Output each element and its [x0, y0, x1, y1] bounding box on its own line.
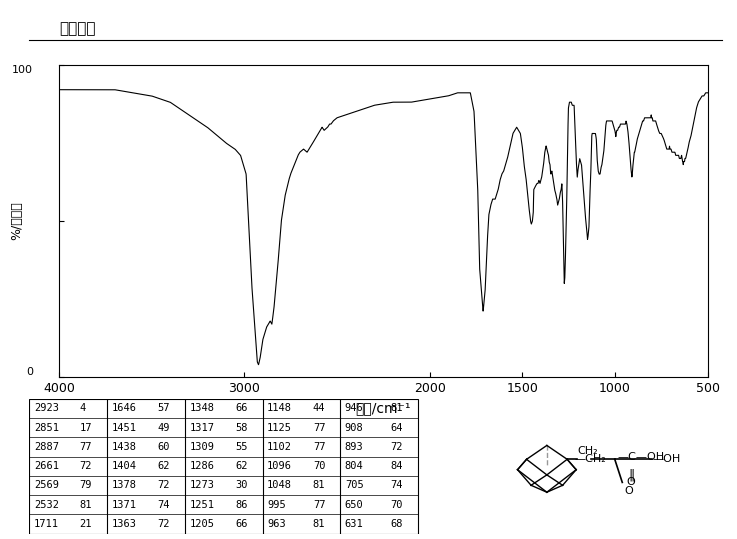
- Text: ‖: ‖: [628, 468, 634, 481]
- Text: 631: 631: [345, 519, 363, 529]
- Text: 49: 49: [158, 423, 170, 433]
- Bar: [29, 399, 418, 534]
- Text: 650: 650: [345, 500, 363, 510]
- Text: 804: 804: [345, 461, 363, 471]
- Text: 72: 72: [80, 461, 92, 471]
- Text: 70: 70: [312, 461, 325, 471]
- X-axis label: 波数/cm⁻¹: 波数/cm⁻¹: [355, 400, 411, 414]
- Text: 1205: 1205: [189, 519, 214, 529]
- Text: 963: 963: [267, 519, 286, 529]
- Text: 66: 66: [235, 404, 248, 413]
- Text: 995: 995: [267, 500, 286, 510]
- Text: 77: 77: [80, 442, 92, 452]
- Text: 1102: 1102: [267, 442, 292, 452]
- Text: 81: 81: [80, 500, 92, 510]
- Text: O: O: [625, 486, 634, 496]
- Text: 77: 77: [312, 500, 325, 510]
- Text: 1273: 1273: [189, 480, 214, 490]
- Text: 74: 74: [391, 480, 403, 490]
- Text: 1148: 1148: [267, 404, 292, 413]
- Text: 81: 81: [391, 404, 403, 413]
- Text: 1096: 1096: [267, 461, 292, 471]
- Text: 70: 70: [391, 500, 403, 510]
- Text: 1438: 1438: [112, 442, 137, 452]
- Text: 0: 0: [26, 367, 33, 377]
- Text: 1309: 1309: [189, 442, 214, 452]
- Text: 2661: 2661: [34, 461, 59, 471]
- Text: 1048: 1048: [267, 480, 292, 490]
- Text: 1125: 1125: [267, 423, 292, 433]
- Text: 908: 908: [345, 423, 363, 433]
- Text: 1711: 1711: [34, 519, 59, 529]
- Text: 100: 100: [12, 65, 33, 75]
- Y-axis label: %/透过率: %/透过率: [10, 202, 24, 240]
- Text: 2923: 2923: [34, 404, 59, 413]
- Text: 30: 30: [235, 480, 248, 490]
- Text: 946: 946: [345, 404, 363, 413]
- Text: 81: 81: [312, 480, 325, 490]
- Text: 77: 77: [312, 442, 325, 452]
- Text: 1404: 1404: [112, 461, 137, 471]
- Text: 1363: 1363: [112, 519, 137, 529]
- Text: —C—OH: —C—OH: [618, 452, 664, 462]
- Text: 1451: 1451: [112, 423, 137, 433]
- Text: —OH: —OH: [652, 454, 680, 464]
- Text: 72: 72: [391, 442, 403, 452]
- Text: 55: 55: [235, 442, 248, 452]
- Text: 893: 893: [345, 442, 363, 452]
- Text: 57: 57: [158, 404, 170, 413]
- Text: 62: 62: [158, 461, 170, 471]
- Text: 1646: 1646: [112, 404, 137, 413]
- Text: CH₂: CH₂: [577, 446, 598, 457]
- Text: 2851: 2851: [34, 423, 59, 433]
- Text: 1348: 1348: [189, 404, 214, 413]
- Text: O: O: [626, 478, 635, 487]
- Text: 1371: 1371: [112, 500, 137, 510]
- Text: 2569: 2569: [34, 480, 59, 490]
- Text: 21: 21: [80, 519, 92, 529]
- Text: 705: 705: [345, 480, 363, 490]
- Text: 2532: 2532: [34, 500, 59, 510]
- Text: 1378: 1378: [112, 480, 137, 490]
- Text: 77: 77: [312, 423, 325, 433]
- Text: 84: 84: [391, 461, 403, 471]
- Text: 86: 86: [235, 500, 248, 510]
- Text: 72: 72: [158, 519, 170, 529]
- Text: 74: 74: [158, 500, 170, 510]
- Text: 68: 68: [391, 519, 403, 529]
- Text: —CH₂: —CH₂: [575, 454, 607, 464]
- Text: 17: 17: [80, 423, 92, 433]
- Text: 1286: 1286: [189, 461, 214, 471]
- Text: 79: 79: [80, 480, 92, 490]
- Text: 62: 62: [235, 461, 248, 471]
- Text: 4: 4: [80, 404, 86, 413]
- Text: 44: 44: [312, 404, 325, 413]
- Text: 58: 58: [235, 423, 248, 433]
- Text: 1251: 1251: [189, 500, 214, 510]
- Text: 72: 72: [158, 480, 170, 490]
- Text: 66: 66: [235, 519, 248, 529]
- Text: 81: 81: [312, 519, 325, 529]
- Text: 64: 64: [391, 423, 403, 433]
- Text: 石蜡糊法: 石蜡糊法: [59, 22, 96, 37]
- Text: 2887: 2887: [34, 442, 59, 452]
- Text: 1317: 1317: [189, 423, 214, 433]
- Text: 60: 60: [158, 442, 170, 452]
